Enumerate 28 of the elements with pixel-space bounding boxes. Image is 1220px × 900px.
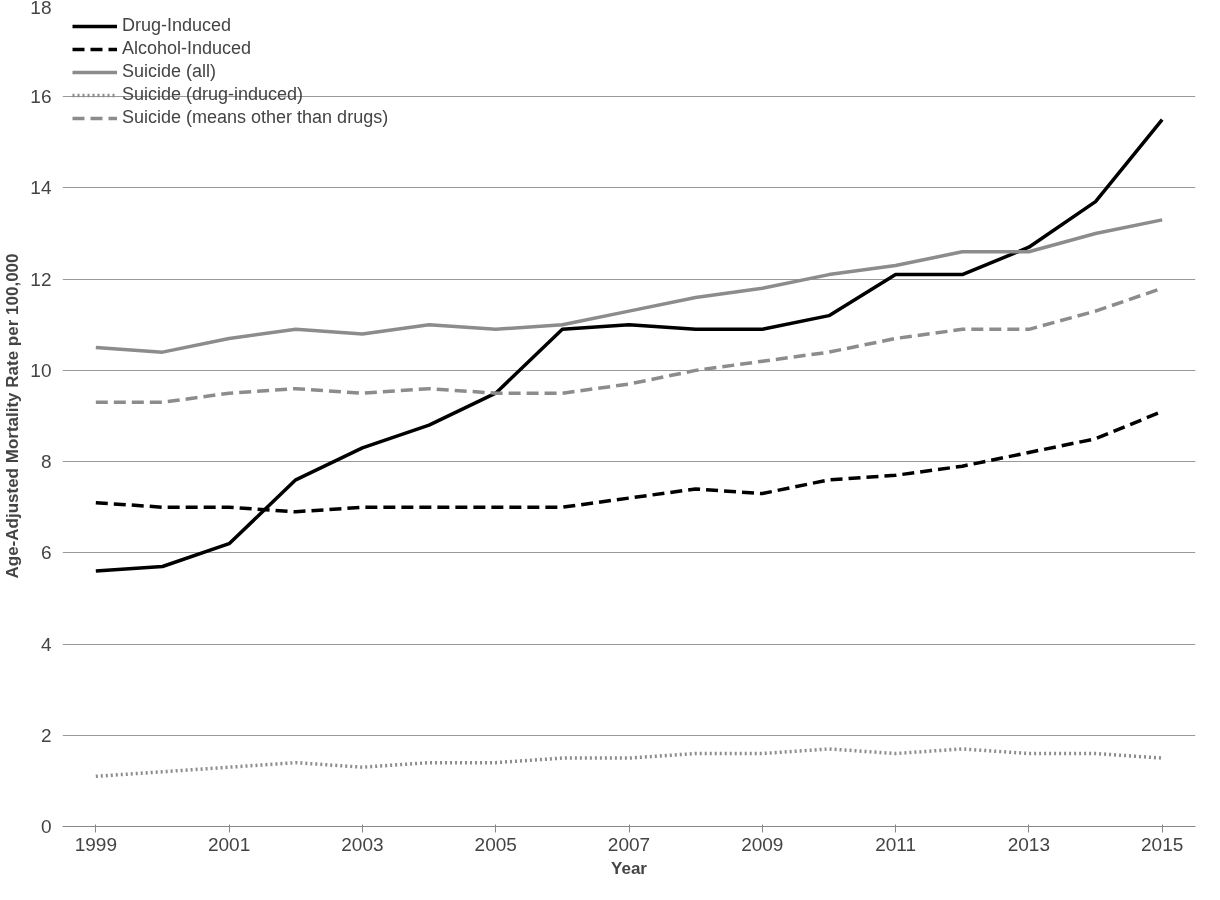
line-series bbox=[94, 218, 1164, 354]
legend-label: Suicide (means other than drugs) bbox=[122, 107, 389, 128]
y-tick-label: 8 bbox=[40, 451, 52, 473]
x-tick-label: 2005 bbox=[474, 833, 517, 855]
y-tick-label: 10 bbox=[30, 359, 52, 381]
y-tick-label: 12 bbox=[30, 268, 52, 290]
y-tick-label: 6 bbox=[40, 542, 52, 564]
y-tick-label: 0 bbox=[40, 816, 52, 837]
x-tick-label: 2003 bbox=[341, 833, 384, 855]
x-tick-label: 2013 bbox=[1007, 833, 1051, 855]
x-tick-label: 2015 bbox=[1141, 833, 1184, 855]
legend-label: Suicide (all) bbox=[122, 61, 217, 82]
y-tick-label: 16 bbox=[30, 86, 52, 108]
legend-label: Drug-Induced bbox=[122, 15, 232, 36]
x-tick-label: 2007 bbox=[607, 833, 651, 855]
x-axis-title: Year bbox=[611, 858, 648, 878]
x-tick-label: 2009 bbox=[741, 833, 784, 855]
y-tick-label: 2 bbox=[40, 724, 52, 746]
x-tick-label: 2001 bbox=[207, 833, 251, 855]
x-tick-label: 2011 bbox=[875, 833, 917, 855]
y-tick-label: 4 bbox=[40, 633, 52, 655]
y-tick-label: 14 bbox=[30, 177, 52, 199]
legend-label: Alcohol-Induced bbox=[122, 38, 252, 59]
y-axis-title: Age-Adjusted Mortality Rate per 100,000 bbox=[3, 253, 23, 579]
x-tick-label: 1999 bbox=[74, 833, 117, 855]
line-series bbox=[94, 747, 1164, 779]
legend-label: Suicide (drug-induced) bbox=[122, 84, 304, 105]
y-tick-label: 18 bbox=[30, 0, 52, 18]
